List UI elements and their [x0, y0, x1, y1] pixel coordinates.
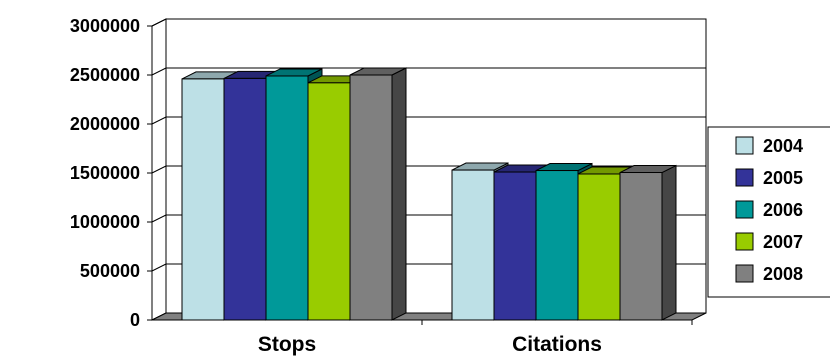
legend-label: 2007: [763, 232, 803, 252]
bar-side: [391, 67, 407, 321]
gridline-side: [151, 165, 167, 174]
legend-swatch: [735, 232, 754, 251]
legend-swatch: [735, 136, 754, 155]
bar-citations-2008: [619, 164, 677, 321]
x-tick-label: Citations: [512, 333, 602, 356]
bar-front: [577, 173, 621, 321]
bar-stops-2008: [349, 67, 407, 321]
legend-box: [707, 126, 830, 298]
bar-front: [451, 169, 495, 321]
legend: 2004 2005 2006 2007 2008: [707, 126, 830, 298]
gridline-side: [151, 214, 167, 223]
bar-front: [619, 172, 663, 321]
bar-front: [493, 171, 537, 321]
legend-label: 2006: [763, 200, 803, 220]
legend-item: 2006: [735, 200, 803, 220]
legend-item: 2005: [735, 168, 803, 188]
bar-front: [535, 170, 579, 321]
legend-label: 2008: [763, 264, 803, 284]
gridline-side: [151, 263, 167, 272]
legend-item: 2004: [735, 136, 803, 156]
y-tick-label: 500000: [80, 261, 140, 281]
bar-group: [181, 67, 677, 321]
gridline-side: [151, 67, 167, 76]
legend-swatch: [735, 168, 754, 187]
legend-item: 2008: [735, 264, 803, 284]
x-axis-labels: Stops Citations: [258, 333, 602, 356]
y-tick-label: 2000000: [70, 114, 140, 134]
y-tick-label: 0: [130, 310, 140, 330]
legend-label: 2005: [763, 168, 803, 188]
y-tick-label: 1000000: [70, 212, 140, 232]
y-tick-label: 1500000: [70, 163, 140, 183]
y-axis-labels: 0 500000 1000000 1500000 2000000 2500000 30000…: [70, 16, 140, 330]
gridline-side: [151, 116, 167, 125]
y-tick-label: 2500000: [70, 65, 140, 85]
gridline-side: [151, 18, 167, 27]
legend-label: 2004: [763, 136, 803, 156]
bar-front: [265, 75, 309, 321]
bar-side: [661, 164, 677, 321]
legend-item: 2007: [735, 232, 803, 252]
bar-front: [223, 77, 267, 321]
y-tick-label: 3000000: [70, 16, 140, 36]
bar-front: [307, 82, 351, 321]
x-tick-label: Stops: [258, 333, 316, 356]
legend-swatch: [735, 264, 754, 283]
legend-swatch: [735, 200, 754, 219]
bar-front: [349, 74, 393, 321]
bar-front: [181, 78, 225, 321]
